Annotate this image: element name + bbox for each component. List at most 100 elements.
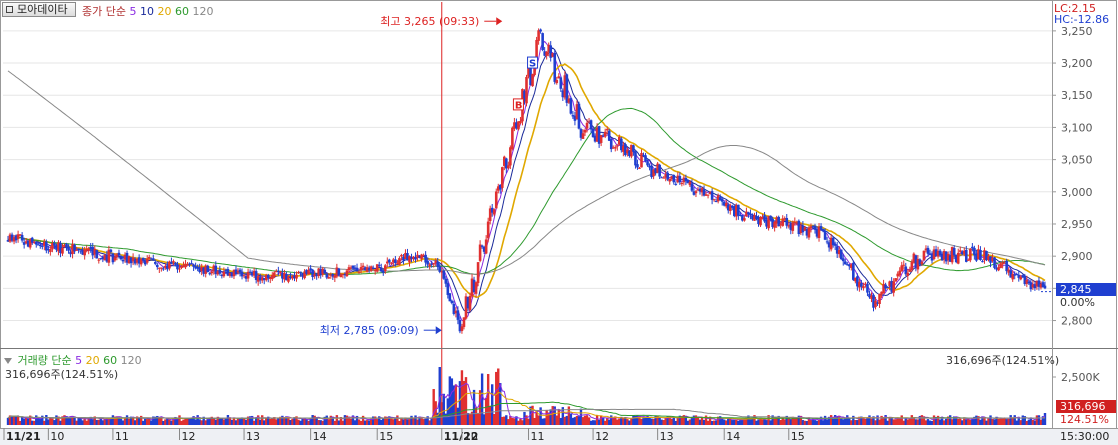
candle-body (486, 221, 490, 239)
candle-body (1035, 280, 1039, 287)
candle-body (928, 253, 932, 255)
candle-body (71, 243, 74, 254)
candle-body (303, 271, 306, 279)
candle-body (252, 270, 256, 276)
volume-bar (428, 420, 431, 425)
volume-bar (850, 420, 853, 425)
volume-bar (864, 418, 867, 425)
candle-body (777, 216, 780, 227)
candle-body (991, 257, 994, 261)
candle-body (89, 246, 93, 249)
candle-body (839, 249, 843, 260)
volume-bar (825, 419, 829, 425)
volume-bar (121, 420, 125, 425)
volume-bar (1021, 415, 1024, 425)
current-price-tag: 2,845 (1056, 283, 1116, 296)
volume-bar (388, 416, 391, 425)
candle-body (525, 77, 528, 104)
volume-bar (896, 417, 899, 425)
candle-body (1009, 270, 1012, 278)
volume-bar (35, 415, 38, 425)
checkbox-icon (6, 6, 13, 13)
volume-bar (267, 416, 270, 425)
candle-body (38, 244, 42, 247)
volume-bar (684, 416, 688, 425)
vol-legend-ma120: 120 (120, 354, 142, 367)
candle-body (825, 241, 829, 243)
volume-bar (123, 417, 127, 425)
volume-bar (981, 416, 984, 425)
candle-body (402, 256, 405, 261)
volume-bar (533, 417, 536, 425)
volume-bar (577, 416, 581, 425)
candle-body (452, 303, 456, 314)
candle-body (831, 237, 835, 246)
candle-body (28, 239, 32, 248)
volume-bar (785, 415, 788, 425)
legend-ma5: 5 (129, 5, 137, 18)
legend-title: 종가 단순 (82, 5, 126, 18)
volume-bar (16, 415, 20, 425)
volume-bar (12, 416, 16, 425)
x-tick-label: 13 (246, 430, 260, 443)
volume-bar (835, 416, 839, 425)
candle-body (32, 241, 36, 243)
volume-bar (291, 418, 294, 425)
candle-body (850, 264, 853, 268)
volume-bar (488, 406, 492, 425)
candle-body (805, 228, 809, 236)
volume-bar (585, 415, 589, 425)
candle-body (61, 247, 64, 254)
volume-bar (993, 419, 996, 425)
volume-bar (765, 420, 768, 425)
volume-bar (141, 420, 145, 425)
volume-bar (723, 419, 726, 425)
volume-bar (737, 420, 740, 425)
volume-bar (143, 418, 147, 425)
candle-body (45, 241, 48, 251)
candle-body (591, 128, 595, 138)
candle-body (430, 263, 433, 265)
candle-body (323, 269, 327, 274)
candle-body (349, 267, 353, 269)
volume-bar (666, 415, 669, 425)
volume-bar (696, 417, 700, 425)
volume-summary-left: 316,696주(124.51%) (5, 368, 119, 381)
candle-body (119, 256, 123, 260)
volume-bar (224, 418, 228, 425)
candle-body (156, 264, 159, 268)
candle-body (962, 250, 966, 254)
volume-bar (926, 419, 930, 425)
volume-bar (523, 411, 526, 425)
candle-body (771, 218, 774, 227)
candle-body (775, 217, 778, 224)
candle-body (109, 249, 113, 252)
volume-bar (361, 415, 365, 425)
volume-bar (154, 416, 157, 425)
legend-ma10: 10 (139, 5, 154, 18)
candle-body (234, 269, 238, 275)
candle-body (858, 281, 861, 288)
volume-bar (991, 418, 994, 425)
candle-body (424, 254, 427, 263)
candle-body (803, 227, 807, 231)
data-toggle-button[interactable]: 모아데이타 (2, 2, 76, 17)
volume-bar (501, 416, 504, 425)
volume-pct-label: 124.51% (1060, 413, 1109, 426)
candle-body (710, 191, 714, 200)
candle-body (400, 255, 403, 257)
volume-bar (47, 419, 50, 425)
volume-bar (957, 418, 960, 425)
candle-body (432, 263, 435, 265)
volume-bar (932, 415, 936, 425)
volume-bar (555, 415, 558, 425)
volume-bar (261, 415, 264, 425)
candle-body (993, 257, 996, 268)
candle-body (835, 246, 839, 254)
volume-bar (353, 420, 357, 425)
volume-bar (591, 420, 595, 425)
volume-bar (1013, 415, 1016, 425)
volume-bar (115, 416, 119, 425)
candle-body (162, 268, 165, 270)
candle-body (815, 229, 819, 237)
